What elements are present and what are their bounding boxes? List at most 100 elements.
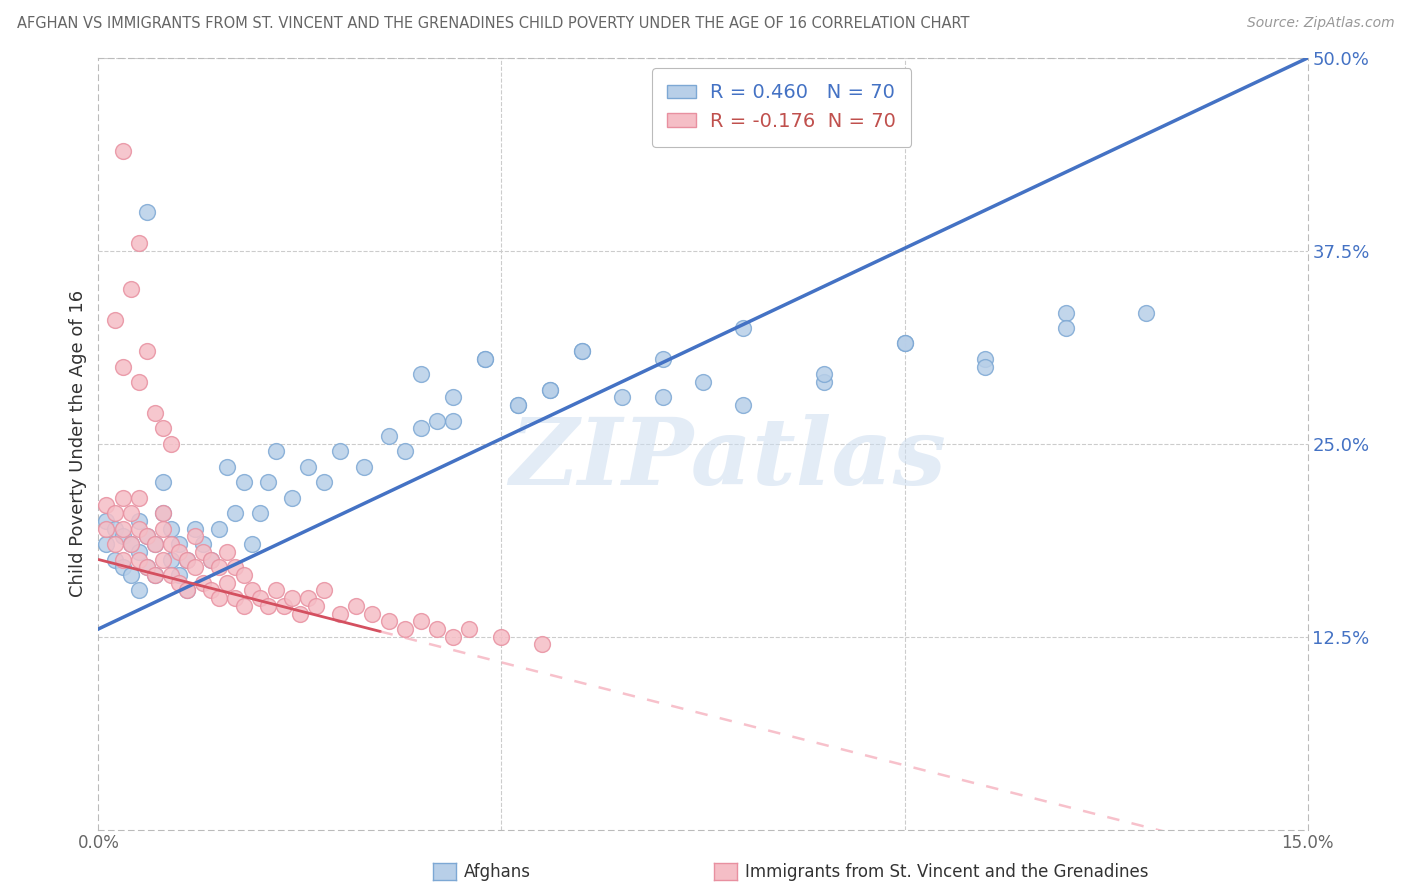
Point: [409, 368, 432, 382]
Point: [314, 583, 336, 598]
Point: [103, 537, 125, 551]
Point: [733, 398, 755, 412]
Point: [193, 545, 215, 559]
Point: [409, 421, 432, 435]
Point: [128, 375, 150, 389]
Point: [538, 383, 561, 397]
Point: [394, 622, 416, 636]
Point: [167, 575, 190, 590]
Point: [232, 599, 254, 613]
Point: [103, 522, 125, 536]
Point: [96, 499, 118, 513]
Point: [208, 560, 231, 574]
Point: [160, 522, 183, 536]
Text: Source: ZipAtlas.com: Source: ZipAtlas.com: [1247, 16, 1395, 30]
Point: [224, 560, 246, 574]
Point: [441, 630, 464, 644]
Point: [135, 529, 157, 543]
Point: [152, 522, 174, 536]
Point: [441, 391, 464, 405]
Point: [103, 552, 125, 566]
Point: [103, 506, 125, 520]
Point: [143, 568, 166, 582]
Point: [974, 351, 997, 366]
Point: [120, 537, 142, 551]
Point: [474, 351, 496, 366]
Point: [974, 359, 997, 374]
Point: [1054, 321, 1077, 335]
Point: [377, 614, 399, 628]
Point: [111, 491, 134, 505]
Text: ZIPatlas: ZIPatlas: [509, 414, 946, 504]
Point: [176, 583, 198, 598]
Point: [692, 375, 714, 389]
Point: [111, 552, 134, 566]
Point: [273, 599, 295, 613]
Y-axis label: Child Poverty Under the Age of 16: Child Poverty Under the Age of 16: [69, 290, 87, 598]
Point: [120, 282, 142, 296]
Point: [441, 414, 464, 428]
Point: [96, 514, 118, 528]
Point: [329, 444, 352, 458]
Point: [111, 144, 134, 158]
Point: [160, 436, 183, 450]
Point: [224, 591, 246, 605]
Point: [111, 359, 134, 374]
Point: [143, 568, 166, 582]
Point: [167, 568, 190, 582]
Point: [426, 414, 449, 428]
Point: [184, 522, 207, 536]
Point: [651, 391, 673, 405]
Point: [143, 537, 166, 551]
Point: [111, 529, 134, 543]
Point: [176, 552, 198, 566]
Point: [256, 599, 278, 613]
Point: [217, 545, 239, 559]
Point: [893, 336, 915, 351]
Point: [135, 344, 157, 359]
Point: [143, 537, 166, 551]
Point: [281, 491, 304, 505]
Point: [128, 583, 150, 598]
Point: [176, 552, 198, 566]
Point: [232, 475, 254, 490]
Point: [426, 622, 449, 636]
Point: [184, 529, 207, 543]
Point: [458, 622, 481, 636]
Point: [491, 630, 513, 644]
Point: [361, 607, 384, 621]
Point: [120, 506, 142, 520]
Point: [314, 475, 336, 490]
Point: [128, 522, 150, 536]
Point: [217, 575, 239, 590]
Point: [128, 545, 150, 559]
Point: [167, 545, 190, 559]
Point: [103, 313, 125, 327]
Point: [200, 552, 222, 566]
Point: [893, 336, 915, 351]
Point: [813, 368, 835, 382]
Point: [152, 552, 174, 566]
Point: [377, 429, 399, 443]
Point: [530, 637, 553, 651]
Point: [409, 614, 432, 628]
Point: [651, 351, 673, 366]
Point: [128, 552, 150, 566]
Point: [394, 444, 416, 458]
Point: [344, 599, 367, 613]
Point: [506, 398, 529, 412]
Point: [281, 591, 304, 605]
Point: [128, 236, 150, 251]
Point: [538, 383, 561, 397]
Point: [232, 568, 254, 582]
Point: [160, 552, 183, 566]
Point: [160, 537, 183, 551]
Point: [193, 537, 215, 551]
Point: [152, 506, 174, 520]
Point: [264, 444, 287, 458]
Point: [249, 591, 271, 605]
Point: [288, 607, 311, 621]
Point: [474, 351, 496, 366]
Point: [612, 391, 634, 405]
Point: [128, 514, 150, 528]
